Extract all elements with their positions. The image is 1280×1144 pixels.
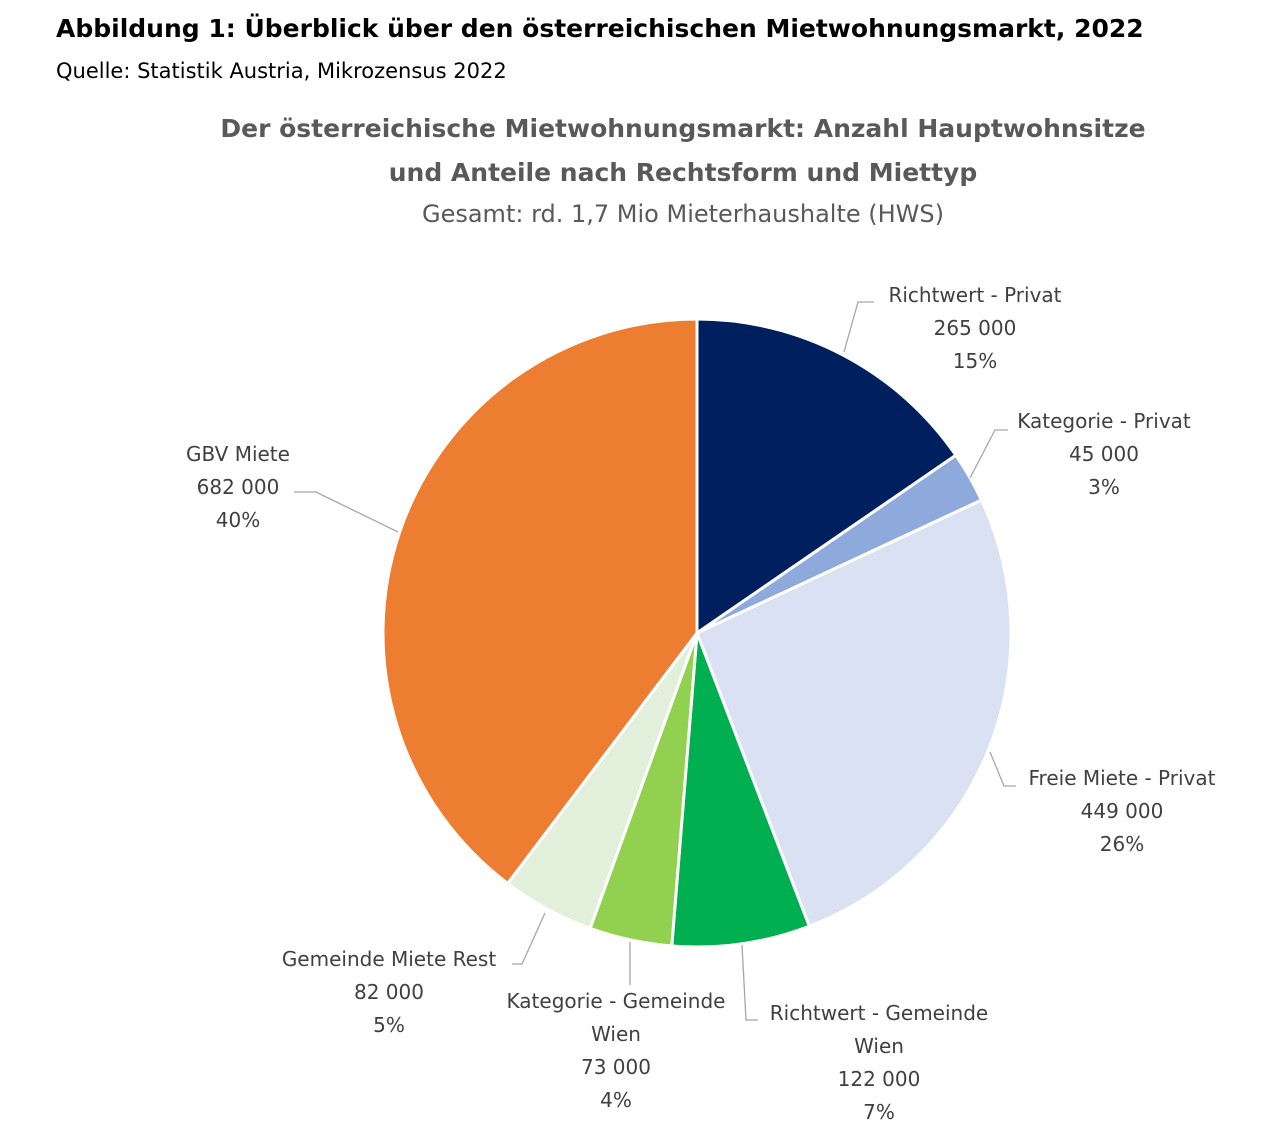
pie-slices bbox=[381, 317, 1013, 949]
figure-source: Quelle: Statistik Austria, Mikrozensus 2… bbox=[56, 59, 507, 83]
data-label-percent: 40% bbox=[216, 508, 260, 532]
data-label-category: Kategorie - Gemeinde bbox=[507, 989, 726, 1013]
data-label-value: 45 000 bbox=[1069, 442, 1139, 466]
leader-line bbox=[294, 491, 399, 533]
chart-subtitle: Gesamt: rd. 1,7 Mio Mieterhaushalte (HWS… bbox=[421, 200, 945, 228]
data-label: Gemeinde Miete Rest 82 000 5% bbox=[282, 947, 497, 1037]
chart-title-line-2: und Anteile nach Rechtsform und Miettyp bbox=[388, 158, 978, 187]
data-label-percent: 26% bbox=[1100, 832, 1144, 856]
data-label: Freie Miete - Privat 449 000 26% bbox=[1029, 766, 1216, 856]
data-label-category: Wien bbox=[591, 1022, 641, 1046]
leader-line bbox=[741, 944, 758, 1021]
data-label-percent: 7% bbox=[863, 1100, 895, 1124]
data-label-percent: 15% bbox=[953, 349, 997, 373]
data-label-category: Richtwert - Privat bbox=[888, 283, 1061, 307]
data-label-category: Richtwert - Gemeinde bbox=[770, 1001, 988, 1025]
pie-slice bbox=[670, 631, 811, 949]
data-label-category: Wien bbox=[854, 1034, 904, 1058]
data-label: GBV Miete 682 000 40% bbox=[186, 442, 290, 532]
data-label-value: 122 000 bbox=[838, 1067, 921, 1091]
figure-heading: Abbildung 1: Überblick über den österrei… bbox=[56, 14, 1144, 43]
pie-slice bbox=[695, 317, 958, 635]
leader-line bbox=[969, 429, 1008, 479]
leader-lines bbox=[294, 301, 1016, 1021]
data-label-value: 265 000 bbox=[934, 316, 1017, 340]
chart-title-line-1: Der österreichische Mietwohnungsmarkt: A… bbox=[220, 114, 1146, 143]
data-label-value: 449 000 bbox=[1081, 799, 1164, 823]
pie-slice bbox=[381, 317, 699, 885]
data-label-category: Kategorie - Privat bbox=[1017, 409, 1191, 433]
pie-slice bbox=[695, 498, 1013, 928]
data-label-value: 73 000 bbox=[581, 1055, 651, 1079]
leader-line bbox=[512, 912, 546, 965]
data-label-category: Freie Miete - Privat bbox=[1029, 766, 1216, 790]
data-label-value: 82 000 bbox=[354, 980, 424, 1004]
data-label: Richtwert - Gemeinde Wien 122 000 7% bbox=[770, 1001, 988, 1124]
data-label-value: 682 000 bbox=[197, 475, 280, 499]
data-label-percent: 5% bbox=[373, 1013, 405, 1037]
data-label-percent: 3% bbox=[1088, 475, 1120, 499]
data-label-category: GBV Miete bbox=[186, 442, 290, 466]
data-label-percent: 4% bbox=[600, 1088, 632, 1112]
data-label: Kategorie - Privat 45 000 3% bbox=[1017, 409, 1191, 499]
data-label: Richtwert - Privat 265 000 15% bbox=[888, 283, 1061, 373]
leader-line bbox=[843, 301, 874, 353]
leader-line bbox=[989, 751, 1016, 787]
data-label: Kategorie - Gemeinde Wien 73 000 4% bbox=[507, 989, 726, 1112]
data-label-category: Gemeinde Miete Rest bbox=[282, 947, 497, 971]
data-labels: Richtwert - Privat 265 000 15% Kategorie - … bbox=[186, 283, 1216, 1124]
